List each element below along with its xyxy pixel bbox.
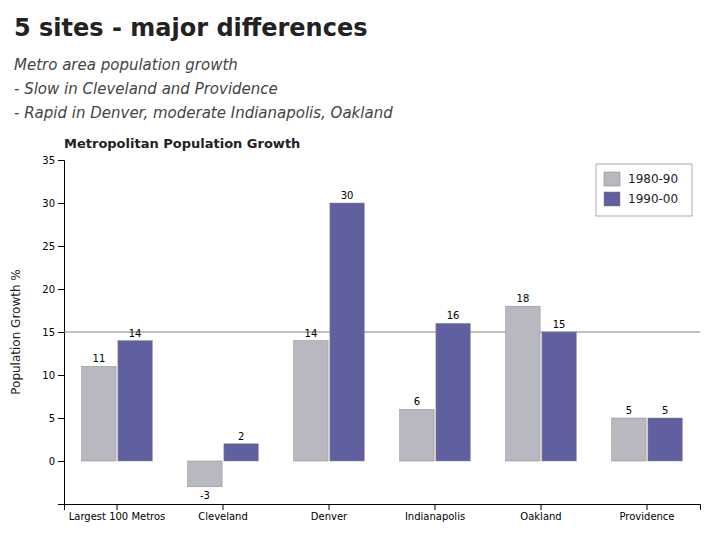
legend-label: 1990-00	[628, 192, 678, 206]
tick-label: 10	[42, 370, 55, 381]
tick: Providence	[619, 504, 674, 522]
x-axis: Largest 100 Metros Cleveland Denver Indiana…	[65, 504, 701, 522]
tick-mark	[58, 418, 64, 419]
y-axis-title: Population Growth %	[9, 269, 23, 395]
tick-mark	[223, 504, 224, 510]
tick-mark	[58, 375, 64, 376]
tick-label: 35	[42, 155, 55, 166]
tick: Largest 100 Metros	[69, 504, 166, 522]
subtitle: Metro area population growth	[14, 56, 238, 74]
data-labels: 11 -3 14 6 18 5 14 2 30 16 15 5	[93, 190, 669, 501]
subtitle: - Slow in Cleveland and Providence	[14, 80, 278, 98]
data-label: 30	[341, 190, 354, 201]
tick-mark	[58, 160, 64, 161]
tick: Cleveland	[198, 504, 248, 522]
subtitle: - Rapid in Denver, moderate Indianapolis…	[14, 104, 393, 122]
tick-label: Largest 100 Metros	[69, 511, 166, 522]
data-label: 16	[447, 310, 460, 321]
bar	[506, 306, 540, 461]
tick: 5	[49, 413, 64, 424]
bar	[118, 341, 152, 461]
tick-mark	[58, 246, 64, 247]
tick-label: Indianapolis	[405, 511, 465, 522]
tick-label: 0	[49, 456, 55, 467]
tick-label: 5	[49, 413, 55, 424]
tick-mark	[58, 332, 64, 333]
tick-mark	[541, 504, 542, 510]
data-label: 2	[238, 431, 244, 442]
tick: 25	[42, 241, 64, 252]
bar	[224, 444, 258, 461]
bar	[330, 203, 364, 461]
bar	[400, 409, 434, 461]
title: 5 sites - major differences	[14, 14, 368, 42]
data-label: 5	[662, 405, 668, 416]
bar	[648, 418, 682, 461]
data-label: 5	[626, 405, 632, 416]
data-label: 11	[93, 353, 106, 364]
legend-item: 1990-00	[604, 192, 678, 206]
tick: Indianapolis	[405, 504, 465, 522]
tick-label: 20	[42, 284, 55, 295]
legend-box	[596, 164, 692, 216]
tick-mark	[329, 504, 330, 510]
tick-label: Cleveland	[198, 511, 248, 522]
chart: 5 sites - major differences Metro area po…	[0, 0, 720, 540]
tick: 15	[42, 327, 64, 338]
data-label: 6	[414, 396, 420, 407]
tick-label: 30	[42, 198, 55, 209]
reference-line	[64, 332, 700, 333]
tick: 0	[49, 456, 64, 467]
bar	[82, 366, 116, 461]
tick-mark	[647, 504, 648, 510]
tick-label: Providence	[619, 511, 674, 522]
data-label: -3	[200, 490, 210, 501]
data-label: 14	[305, 328, 318, 339]
plot: Metropolitan Population Growth0510152025…	[9, 136, 701, 522]
tick-label: 25	[42, 241, 55, 252]
legend-label: 1980-90	[628, 172, 678, 186]
axis-line	[58, 161, 65, 505]
legend: 1980-90 1990-00	[596, 164, 692, 216]
legend-swatch	[604, 192, 620, 206]
tick: 30	[42, 198, 64, 209]
data-label: 18	[517, 293, 530, 304]
bar	[542, 332, 576, 461]
tick-mark	[58, 461, 64, 462]
tick-mark	[58, 289, 64, 290]
tick-mark	[58, 203, 64, 204]
y-axis: 0 5 10 15 20 25 30 35	[42, 155, 64, 505]
chart-title: Metropolitan Population Growth	[64, 136, 300, 151]
tick-mark	[435, 504, 436, 510]
tick-label: Oakland	[520, 511, 561, 522]
tick: 10	[42, 370, 64, 381]
marks	[64, 203, 700, 487]
bar	[612, 418, 646, 461]
legend-item: 1980-90	[604, 172, 678, 186]
tick: Denver	[311, 504, 348, 522]
tick: Oakland	[520, 504, 561, 522]
data-label: 14	[129, 328, 142, 339]
bar	[188, 461, 222, 487]
legend-swatch	[604, 172, 620, 186]
axis-line	[65, 505, 701, 511]
bar	[294, 341, 328, 461]
bar	[436, 323, 470, 461]
tick-mark	[117, 504, 118, 510]
tick-label: 15	[42, 327, 55, 338]
data-label: 15	[553, 319, 566, 330]
tick: 35	[42, 155, 64, 166]
tick: 20	[42, 284, 64, 295]
tick-label: Denver	[311, 511, 348, 522]
